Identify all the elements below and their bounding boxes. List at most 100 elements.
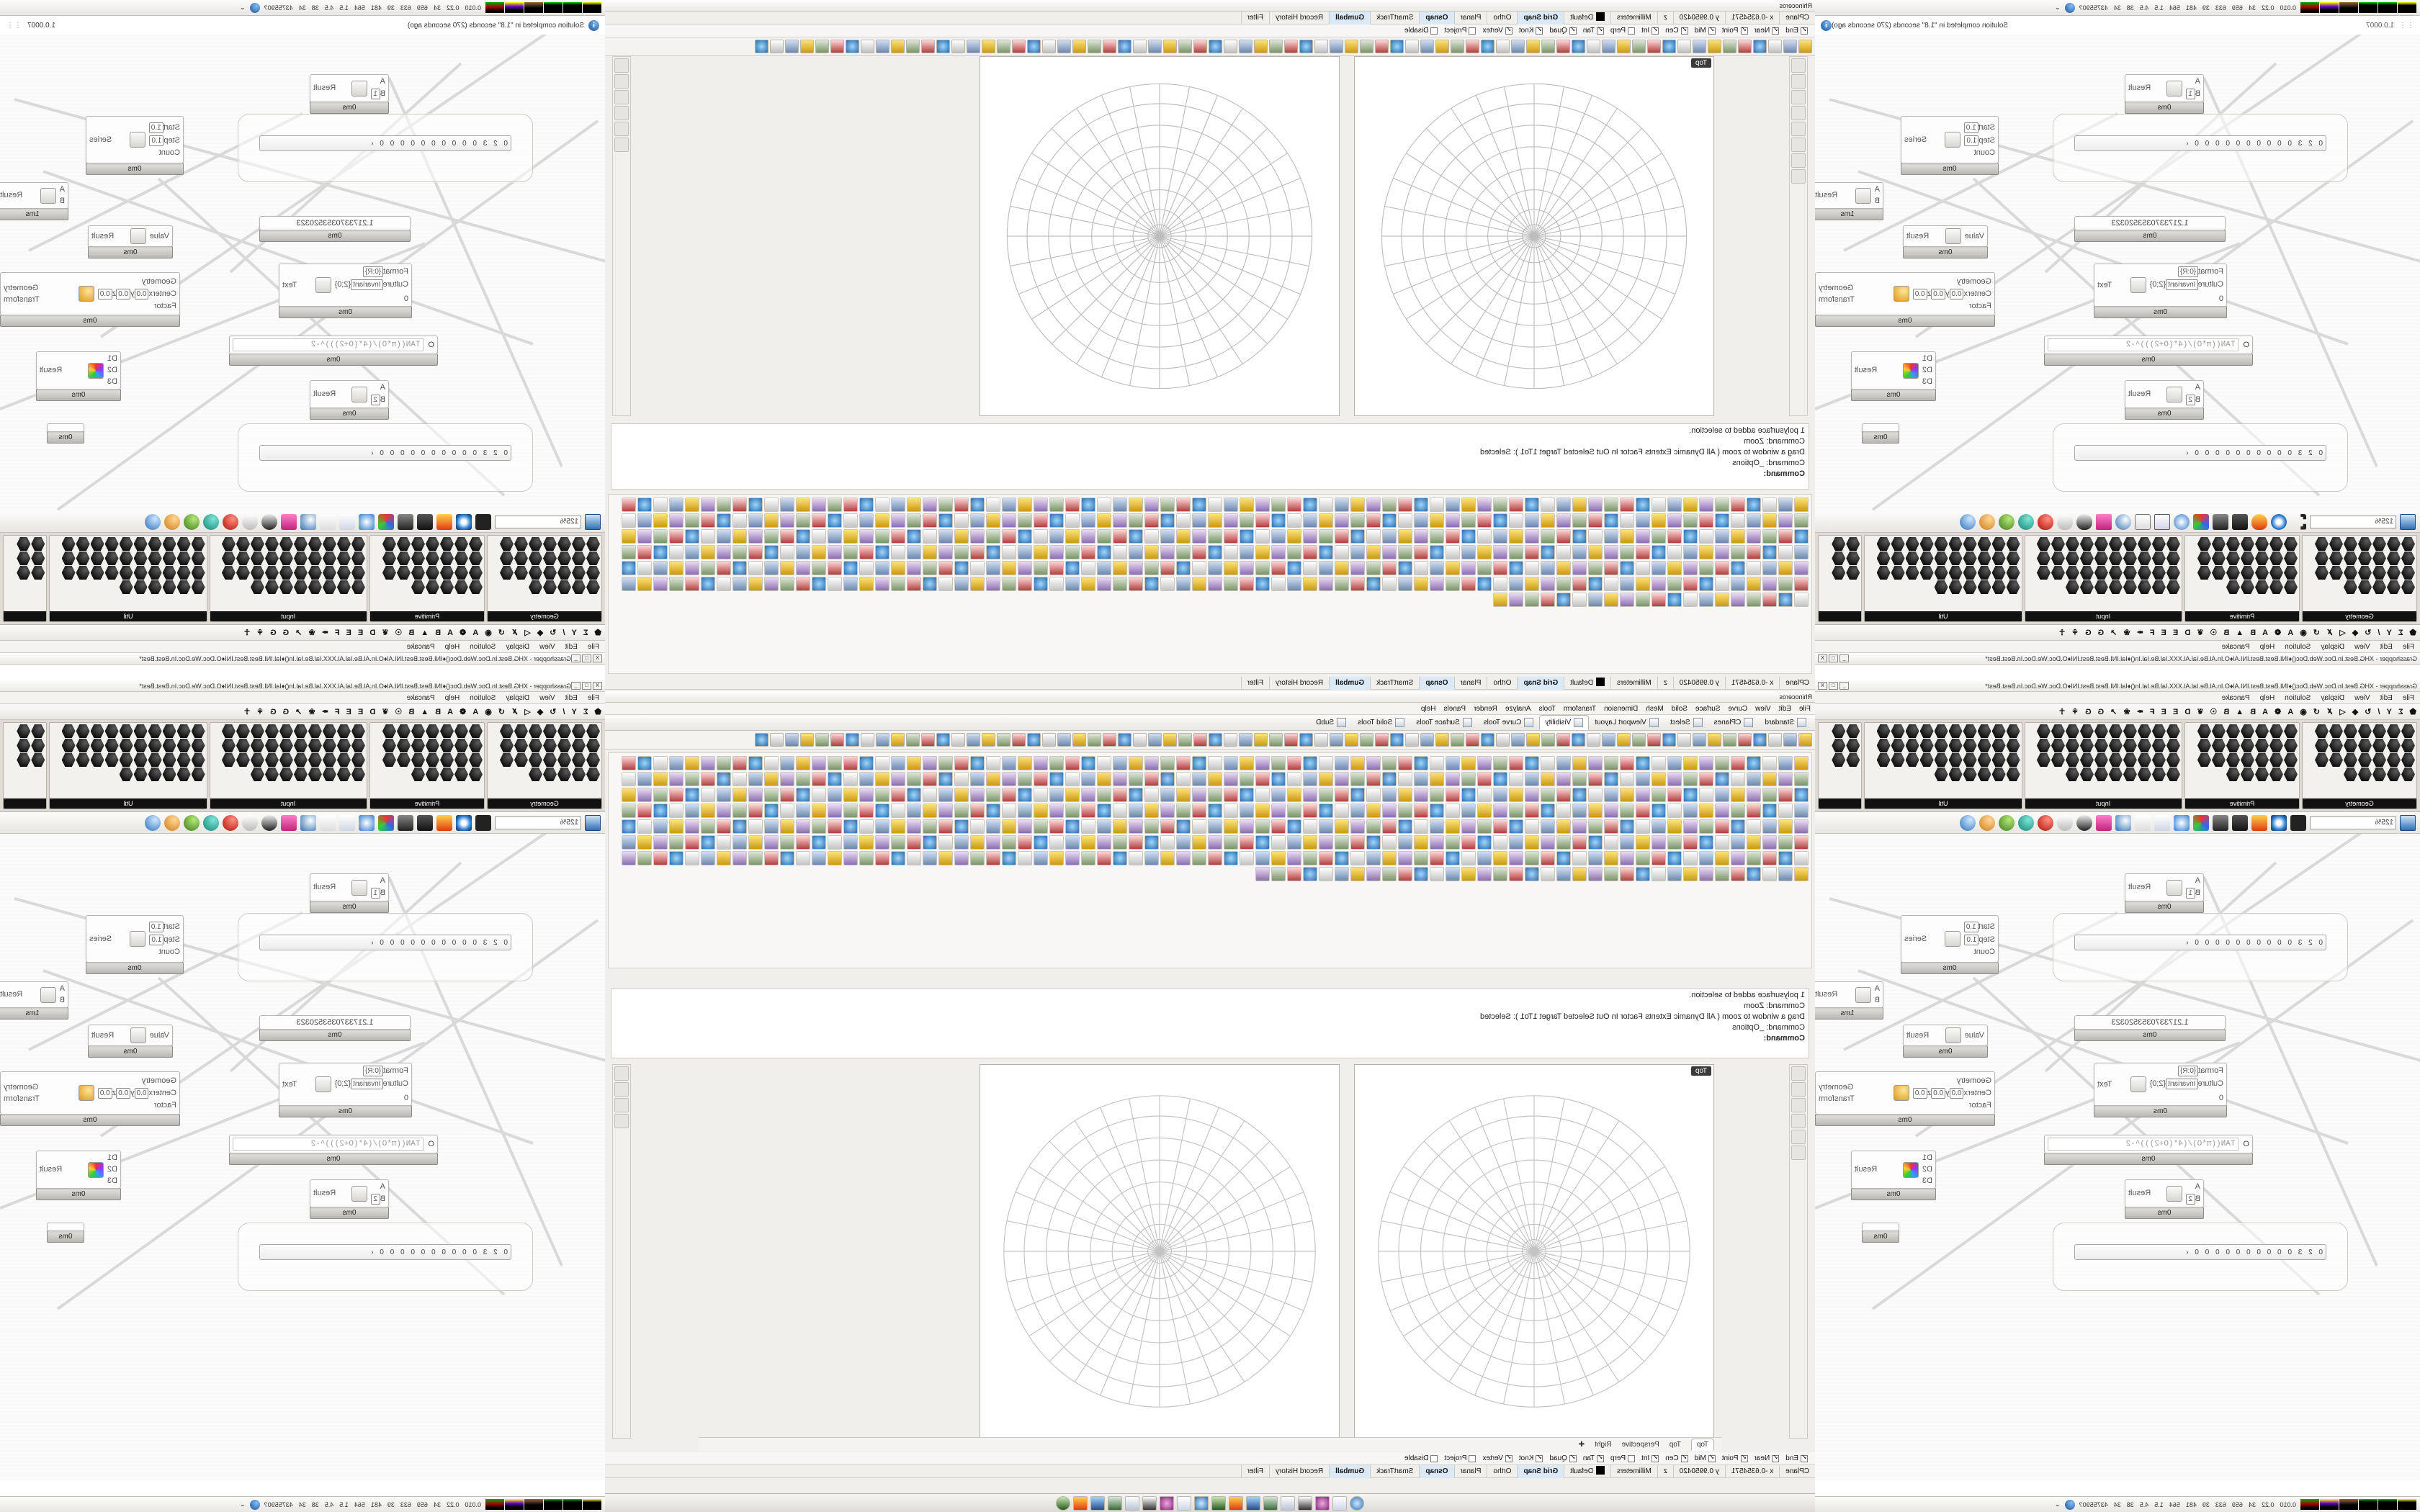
rhino-command-icon[interactable] bbox=[1382, 804, 1397, 818]
rhino-command-icon[interactable] bbox=[717, 545, 731, 559]
rhino-command-icon[interactable] bbox=[1636, 513, 1650, 528]
shade-green-icon[interactable] bbox=[1999, 513, 2015, 530]
gh-component-icon[interactable] bbox=[2007, 739, 2020, 752]
gh-component-icon[interactable] bbox=[2109, 739, 2123, 752]
rhino-command-icon[interactable] bbox=[1224, 756, 1238, 770]
rhino-command-icon[interactable] bbox=[1240, 545, 1254, 559]
gh-component-icon[interactable] bbox=[469, 768, 483, 781]
rhino-command-icon[interactable] bbox=[1604, 819, 1618, 834]
gh-component-icon[interactable] bbox=[2094, 724, 2108, 738]
rhino-command-icon[interactable] bbox=[796, 788, 810, 802]
gh-menu-display[interactable]: Display bbox=[506, 693, 530, 702]
gh-component-icon[interactable] bbox=[514, 753, 528, 767]
rhino-command-icon[interactable] bbox=[701, 804, 715, 818]
gh-tab-curve-icon[interactable]: ↻ bbox=[550, 708, 557, 716]
gh-component-small-node[interactable]: 0ms bbox=[1862, 1223, 1899, 1243]
gh-component-icon[interactable] bbox=[148, 753, 162, 767]
rhino-command-icon[interactable] bbox=[1287, 867, 1301, 881]
rhino-tool-icon[interactable] bbox=[1345, 40, 1358, 53]
gh-component-icon[interactable] bbox=[2007, 724, 2020, 738]
rhino-command-icon[interactable] bbox=[796, 756, 810, 770]
save-icon[interactable] bbox=[2400, 814, 2416, 831]
rhino-command-icon[interactable] bbox=[1081, 788, 1095, 802]
gh-center-x[interactable]: 0.0 bbox=[1949, 1087, 1964, 1099]
rhino-command-icon[interactable] bbox=[1350, 835, 1365, 850]
rhino-command-icon[interactable] bbox=[1541, 577, 1555, 591]
rhino-command-icon[interactable] bbox=[1556, 513, 1571, 528]
rhino-command-icon[interactable] bbox=[970, 529, 985, 544]
cluster-icon[interactable] bbox=[281, 814, 297, 831]
preview-toggle-icon[interactable] bbox=[398, 513, 413, 530]
rhino-command-icon[interactable] bbox=[1778, 756, 1793, 770]
rhino-command-icon[interactable] bbox=[701, 561, 715, 575]
rhino-command-icon[interactable] bbox=[1335, 545, 1349, 559]
osnap-tan[interactable]: Tan bbox=[1583, 1454, 1604, 1462]
zoom-extents-icon[interactable] bbox=[2290, 814, 2306, 831]
shade-ghost-icon[interactable] bbox=[242, 814, 258, 831]
rhino-menu-solid[interactable]: Solid bbox=[1671, 704, 1688, 713]
rhino-command-icon[interactable] bbox=[764, 835, 779, 850]
rhino-command-icon[interactable] bbox=[1446, 788, 1460, 802]
rhino-command-icon[interactable] bbox=[1097, 561, 1111, 575]
gh-component-icon[interactable] bbox=[2066, 552, 2079, 565]
rhino-tab-subd[interactable]: SubD bbox=[1310, 715, 1352, 730]
rhino-command-icon[interactable] bbox=[1731, 804, 1745, 818]
rhino-command-icon[interactable] bbox=[1113, 804, 1127, 818]
rhino-command-icon[interactable] bbox=[1081, 804, 1095, 818]
viewport-tab-right-3[interactable]: Right bbox=[1595, 1441, 1612, 1449]
rhino-toggle-planar[interactable]: Planar bbox=[1453, 1464, 1487, 1478]
gh-component-icon[interactable] bbox=[17, 537, 30, 551]
rhino-tool-icon[interactable] bbox=[1768, 40, 1782, 53]
gh-group-primitive[interactable]: Primitive bbox=[2184, 535, 2300, 622]
gh-component-icon[interactable] bbox=[2051, 753, 2065, 767]
gh-component-icon[interactable] bbox=[2138, 537, 2151, 551]
gh-component-icon[interactable] bbox=[557, 580, 571, 594]
rhino-command-icon[interactable] bbox=[1049, 835, 1064, 850]
rhino-command-icon[interactable] bbox=[1382, 788, 1397, 802]
rhino-command-icon[interactable] bbox=[748, 577, 763, 591]
gh-tab-transform-icon[interactable]: ↺ bbox=[498, 629, 506, 637]
gh-component-icon[interactable] bbox=[351, 537, 365, 551]
orb-icon[interactable] bbox=[1350, 1495, 1364, 1511]
rhino-command-icon[interactable] bbox=[1588, 804, 1603, 818]
rhino-command-icon[interactable] bbox=[1081, 772, 1095, 786]
gh-component-icon[interactable] bbox=[2007, 768, 2020, 781]
gh-component-icon[interactable] bbox=[382, 739, 396, 752]
rhino-tool-icon[interactable] bbox=[1072, 40, 1086, 53]
rhino-command-icon[interactable] bbox=[1430, 498, 1444, 512]
gh-tab-addon-g-icon[interactable]: G bbox=[282, 707, 290, 716]
rhino-command-icon[interactable] bbox=[1414, 804, 1428, 818]
shade-green-icon[interactable] bbox=[184, 814, 200, 831]
gh-component-icon[interactable] bbox=[76, 739, 90, 752]
rhino-command-icon[interactable] bbox=[1081, 498, 1095, 512]
rhino-command-icon[interactable] bbox=[1335, 772, 1349, 786]
rhino-command-icon[interactable] bbox=[828, 561, 842, 575]
rhino-command-icon[interactable] bbox=[1446, 545, 1460, 559]
rhino-command-icon[interactable] bbox=[1160, 756, 1175, 770]
rhino-toggle-filter[interactable]: Filter bbox=[1240, 11, 1269, 24]
rhino-command-icon[interactable] bbox=[1572, 498, 1587, 512]
osnap-vertex[interactable]: Vertex bbox=[1482, 27, 1512, 35]
gh-component-icon[interactable] bbox=[426, 724, 439, 738]
gh-component-icon[interactable] bbox=[222, 724, 236, 738]
gh-component-icon[interactable] bbox=[236, 566, 250, 580]
gh-component-icon[interactable] bbox=[2051, 739, 2065, 752]
rhino-command-icon[interactable] bbox=[1683, 772, 1698, 786]
osnap-checkbox[interactable] bbox=[1569, 1454, 1577, 1462]
rhino-command-icon[interactable] bbox=[1556, 545, 1571, 559]
rhino-command-icon[interactable] bbox=[1683, 513, 1698, 528]
rhino-command-icon[interactable] bbox=[1398, 867, 1412, 881]
gh-component-icon[interactable] bbox=[236, 739, 250, 752]
gh-component-icon[interactable] bbox=[2344, 537, 2357, 551]
rhino-command-icon[interactable] bbox=[986, 498, 1000, 512]
rhino-command-icon[interactable] bbox=[622, 772, 636, 786]
gh-menu-file[interactable]: File bbox=[2402, 693, 2414, 702]
gh-tab-addon-g-icon[interactable]: G bbox=[282, 628, 290, 637]
flame-icon[interactable] bbox=[1229, 1495, 1243, 1511]
rhino-command-icon[interactable] bbox=[1287, 835, 1301, 850]
rhino-command-icon[interactable] bbox=[954, 577, 969, 591]
rhino-command-icon[interactable] bbox=[1398, 561, 1412, 575]
rhino-tool-icon[interactable] bbox=[921, 40, 935, 53]
gh-component-icon[interactable] bbox=[1978, 768, 1991, 781]
gh-component-icon[interactable] bbox=[308, 580, 322, 594]
